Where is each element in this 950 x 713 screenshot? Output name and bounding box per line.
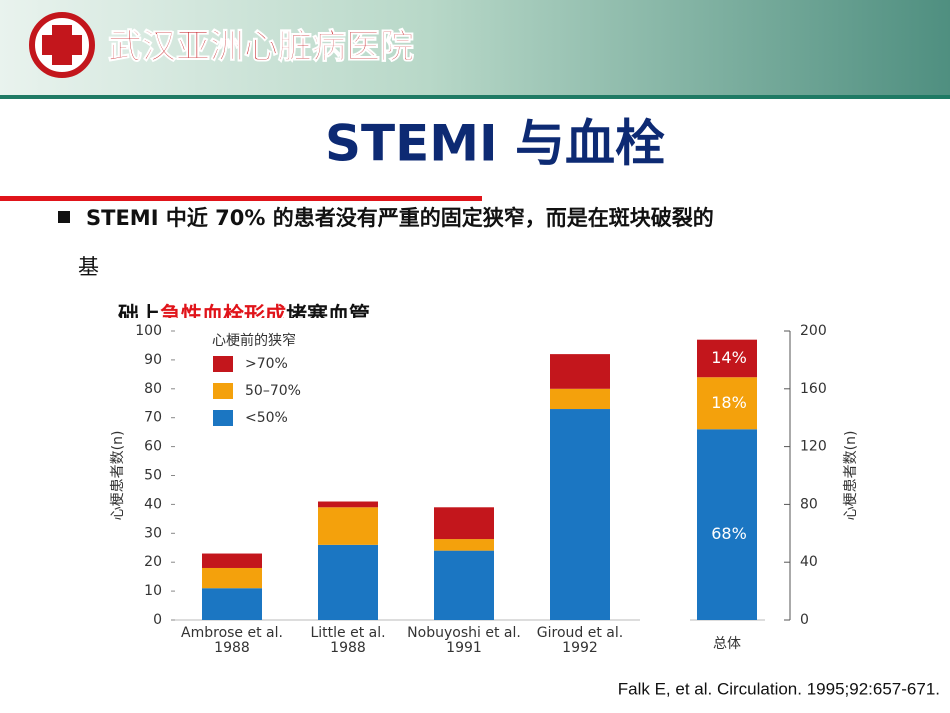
x-tick-label: Little et al. 1988 <box>310 625 385 656</box>
legend-swatch <box>213 383 233 399</box>
bar-segment <box>318 544 378 620</box>
bullet-marker <box>58 211 70 223</box>
y2-tick-label: 80 <box>800 496 818 512</box>
y-tick-label: 70 <box>144 410 162 426</box>
x-tick-label: Giroud et al. 1992 <box>537 625 623 656</box>
bar-segment <box>550 409 610 620</box>
bar-segment <box>434 539 494 551</box>
y2-tick-label: 0 <box>800 612 809 628</box>
bar-segment <box>202 567 262 589</box>
bullet-text: STEMI 中近 70% 的患者没有严重的固定狭窄，而是在斑块破裂的 <box>86 206 714 230</box>
bar-segment <box>202 588 262 620</box>
header-rule <box>0 95 950 99</box>
y-tick-label: 20 <box>144 554 162 570</box>
logo-cross <box>42 35 82 55</box>
x-tick-label: Nobuyoshi et al. 1991 <box>407 625 521 656</box>
share-label: 68% <box>711 524 747 543</box>
legend-label: <50% <box>245 410 288 426</box>
y-tick-label: 30 <box>144 525 162 541</box>
y2-tick-label: 40 <box>800 554 818 570</box>
total-bar-segment <box>697 339 757 378</box>
bar-segment <box>550 388 610 410</box>
y-tick-label: 0 <box>153 612 162 628</box>
y-tick-label: 40 <box>144 496 162 512</box>
share-label: 18% <box>711 393 747 412</box>
y-tick-label: 50 <box>144 468 162 484</box>
bar-segment <box>434 507 494 540</box>
y-tick-label: 60 <box>144 439 162 455</box>
legend-label: 50–70% <box>245 383 301 399</box>
y2-tick-label: 160 <box>800 381 827 397</box>
citation: Falk E, et al. Circulation. 1995;92:657-… <box>618 679 940 698</box>
total-bar-segment <box>697 377 757 430</box>
legend-swatch <box>213 356 233 372</box>
bar-segment <box>434 550 494 620</box>
share-label: 14% <box>711 348 747 367</box>
y-tick-label: 90 <box>144 352 162 368</box>
y-tick-label: 100 <box>135 323 162 339</box>
bar-segment <box>318 507 378 545</box>
legend-title: 心梗前的狭窄 <box>212 332 296 349</box>
chart: 0 10 20 30 40 50 60 70 80 90 100 0 40 80 120 160 200 心梗患者… <box>110 323 859 656</box>
bar-segment <box>202 553 262 568</box>
header-banner <box>0 0 950 95</box>
y2-axis-label: 心梗患者数(n) <box>843 431 859 521</box>
bar-segment <box>318 501 378 508</box>
legend-label: >70% <box>245 356 288 372</box>
bar-segment <box>550 354 610 389</box>
bullet-text: 基 <box>78 255 99 279</box>
y-tick-label: 80 <box>144 381 162 397</box>
legend-swatch <box>213 410 233 426</box>
total-bar-segment <box>697 429 757 620</box>
y-axis-label: 心梗患者数(n) <box>110 431 126 521</box>
title-rule <box>0 196 482 201</box>
y2-tick-label: 120 <box>800 439 827 455</box>
x-tick-label: Ambrose et al. 1988 <box>181 625 283 656</box>
hospital-name: 武汉亚洲心脏病医院 <box>108 27 414 67</box>
y2-tick-label: 200 <box>800 323 827 339</box>
slide-title: STEMI 与血栓 <box>325 115 665 173</box>
x-tick-label: 总体 <box>713 636 741 652</box>
y-tick-label: 10 <box>144 583 162 599</box>
